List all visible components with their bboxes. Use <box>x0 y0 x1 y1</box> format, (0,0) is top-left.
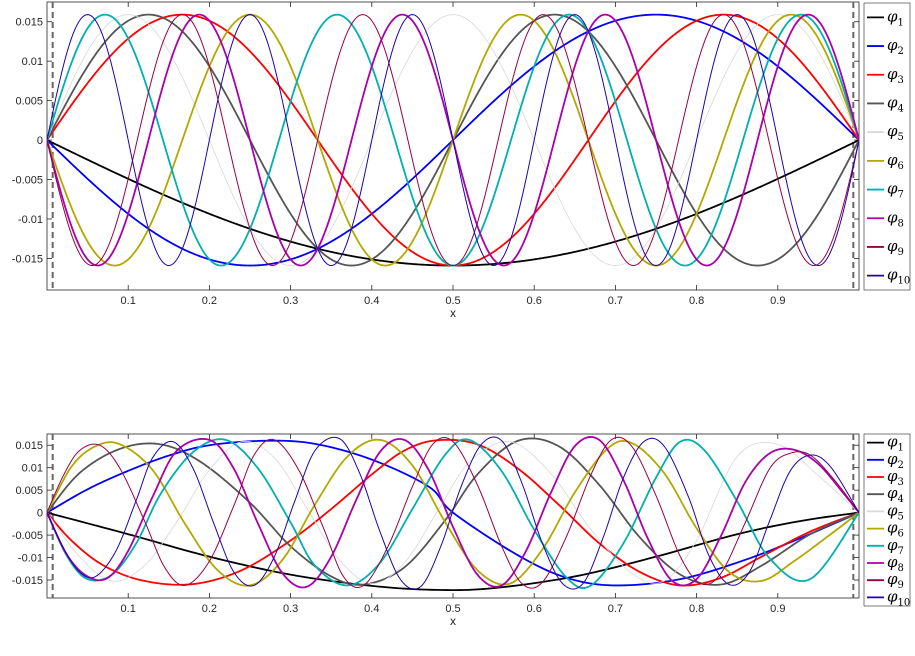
x-tick-label: 0.2 <box>202 603 217 615</box>
x-tick-label: 0.3 <box>283 603 298 615</box>
y-tick-label: 0 <box>37 135 43 147</box>
y-tick-label: 0.005 <box>15 96 43 108</box>
series-line-phi-9 <box>47 436 859 589</box>
series-line-phi-5 <box>47 440 859 585</box>
x-tick-label: 0.9 <box>770 295 785 307</box>
legend-subscript: 1 <box>898 443 904 454</box>
legend-box <box>863 433 911 607</box>
x-tick-label: 0.2 <box>202 295 217 307</box>
y-tick-label: -0.01 <box>18 214 43 226</box>
x-axis-label: x <box>450 306 456 320</box>
y-tick-label: 0.01 <box>22 463 43 475</box>
legend-subscript: 10 <box>898 597 911 608</box>
series-line-phi-6 <box>47 438 859 587</box>
series-group <box>47 436 859 592</box>
legend-subscript: 5 <box>898 132 904 143</box>
legend-subscript: 9 <box>898 580 904 591</box>
series-group <box>47 13 859 267</box>
legend-subscript: 5 <box>898 511 904 522</box>
plot-area <box>46 1 860 291</box>
top-subplot: 0.1 0.2 0.3 0.4 0.5 0.6 0.7 0.8 0.9 -0.015 -0.01 -0… <box>12 1 911 320</box>
legend-subscript: 4 <box>898 494 904 505</box>
legend-subscript: 6 <box>898 529 904 540</box>
legend-subscript: 2 <box>898 460 904 471</box>
legend-subscript: 8 <box>898 218 904 229</box>
x-tick-label: 0.8 <box>689 603 704 615</box>
x-tick-label: 0.4 <box>364 295 379 307</box>
x-tick-label: 0.6 <box>527 603 542 615</box>
y-tick-label: -0.015 <box>12 575 43 587</box>
y-tick-label: -0.01 <box>18 553 43 565</box>
x-tick-label: 0.5 <box>445 603 460 615</box>
y-tick-label: 0.01 <box>22 56 43 68</box>
x-tick-label: 0.1 <box>121 603 136 615</box>
legend-subscript: 3 <box>898 75 904 86</box>
y-tick-label: -0.005 <box>12 530 43 542</box>
series-line-phi-1 <box>47 511 859 592</box>
x-tick-label: 0.9 <box>770 603 785 615</box>
x-tick-label: 0.7 <box>608 295 623 307</box>
x-tick-label: 0.7 <box>608 603 623 615</box>
series-line-phi-2 <box>47 439 859 587</box>
legend-subscript: 2 <box>898 46 904 57</box>
series-line-phi-8 <box>47 436 859 589</box>
x-tick-label: 0.4 <box>364 603 379 615</box>
y-tick-label: -0.005 <box>12 175 43 187</box>
legend-subscript: 1 <box>898 17 904 28</box>
legend-subscript: 10 <box>898 276 911 287</box>
legend-subscript: 4 <box>898 103 904 114</box>
legend-subscript: 3 <box>898 477 904 488</box>
legend-subscript: 6 <box>898 161 904 172</box>
legend-subscript: 9 <box>898 247 904 258</box>
y-tick-label: -0.015 <box>12 253 43 265</box>
x-tick-label: 0.3 <box>283 295 298 307</box>
legend-box <box>863 2 911 291</box>
series-line-phi-9 <box>47 14 859 267</box>
series-line-phi-10 <box>47 436 859 590</box>
x-tick-label: 0.8 <box>689 295 704 307</box>
y-tick-label: 0.005 <box>15 485 43 497</box>
bottom-subplot: 0.1 0.2 0.3 0.4 0.5 0.6 0.7 0.8 0.9 -0.015 -0.01 -0… <box>12 433 911 628</box>
legend-subscript: 7 <box>898 546 904 557</box>
y-tick-label: 0.015 <box>15 440 43 452</box>
x-tick-label: 0.1 <box>121 295 136 307</box>
y-tick-label: 0 <box>37 508 43 520</box>
x-tick-label: 0.6 <box>527 295 542 307</box>
series-line-phi-10 <box>47 14 859 267</box>
x-tick-label: 0.5 <box>445 295 460 307</box>
x-axis-label: x <box>450 614 456 628</box>
legend-subscript: 8 <box>898 563 904 574</box>
series-line-phi-7 <box>47 438 859 589</box>
series-line-phi-5 <box>47 14 859 266</box>
legend-subscript: 7 <box>898 190 904 201</box>
y-tick-label: 0.015 <box>15 17 43 29</box>
